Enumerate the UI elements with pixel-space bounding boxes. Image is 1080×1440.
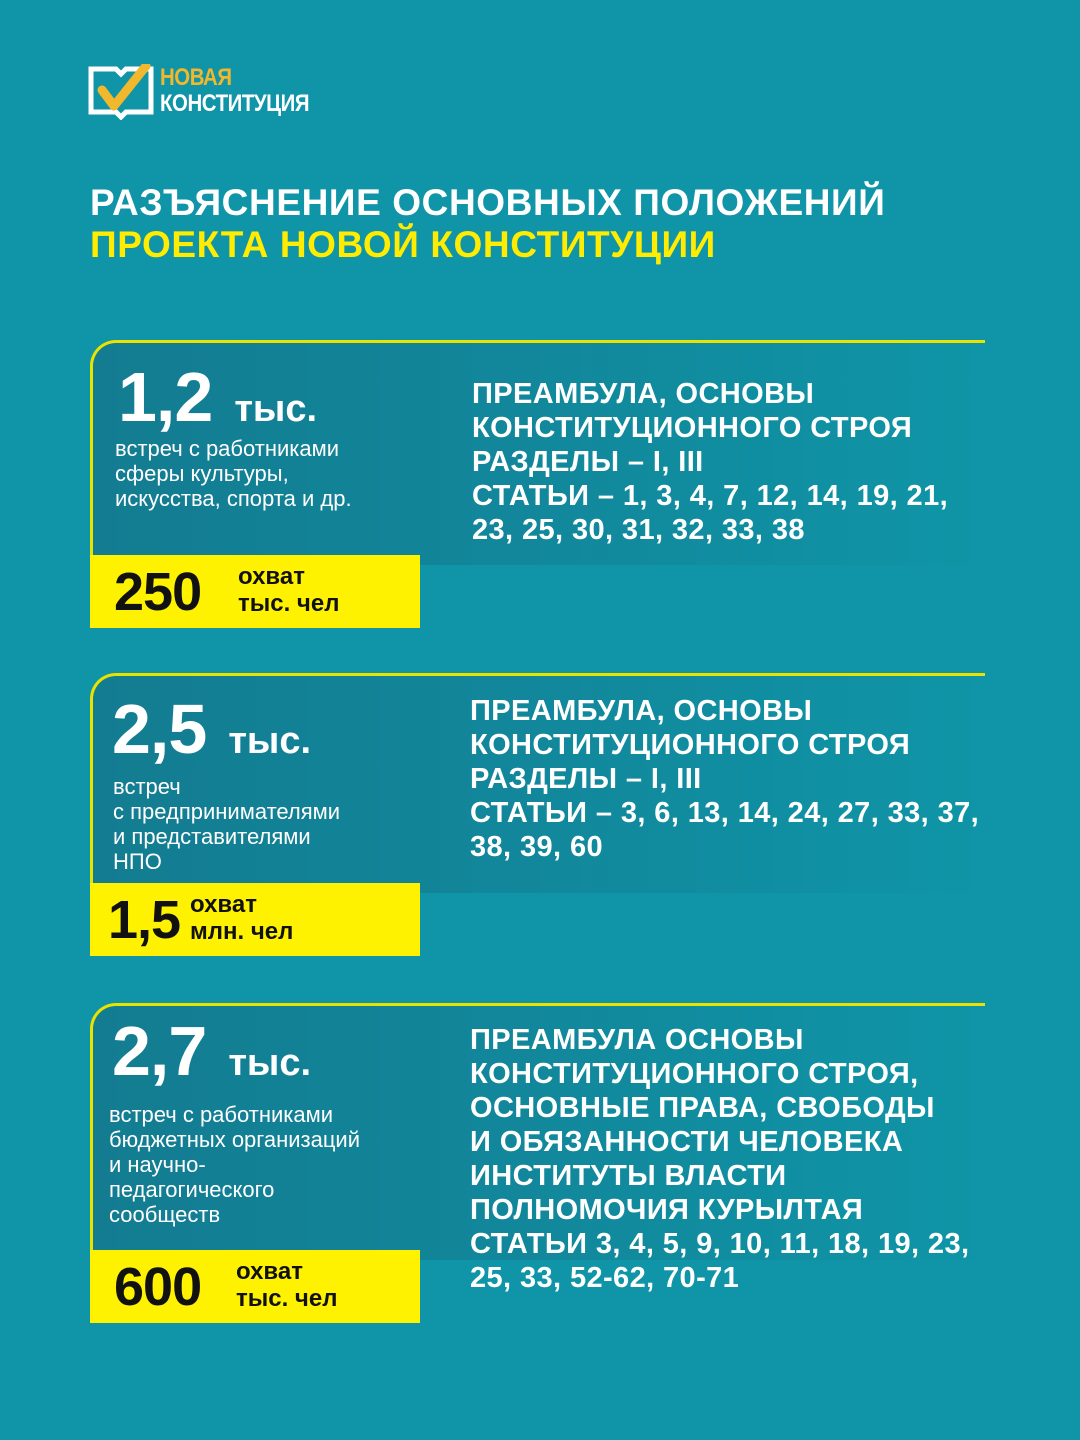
reach-badge: 250 охват тыс. чел xyxy=(90,555,420,628)
desc-line: педагогического xyxy=(109,1177,275,1202)
topic-line: СТАТЬИ – 1, 3, 4, 7, 12, 14, 19, 21, xyxy=(472,480,949,512)
reach-value: 1,5 xyxy=(108,890,181,950)
topic-line: СТАТЬИ – 3, 6, 13, 14, 24, 27, 33, 37, xyxy=(470,797,980,829)
desc-line: встреч с работниками xyxy=(115,436,340,461)
desc-line: встреч с работниками xyxy=(109,1102,334,1127)
count-unit: тыс. xyxy=(228,1042,312,1084)
desc-line: НПО xyxy=(113,849,162,874)
desc-line: искусства, спорта и др. xyxy=(115,486,352,511)
reach-label-line: тыс. чел xyxy=(238,590,340,617)
desc-line: и научно- xyxy=(109,1152,206,1177)
topic-line: ПРЕАМБУЛА ОСНОВЫ xyxy=(470,1024,804,1056)
reach-label-line: охват xyxy=(236,1258,303,1285)
desc-line: и представителями xyxy=(113,824,311,849)
meetings-count: 2,7 тыс. xyxy=(112,1016,311,1098)
meetings-description: встреч с работниками бюджетных организац… xyxy=(109,1102,360,1227)
topics-list: ПРЕАМБУЛА, ОСНОВЫ КОНСТИТУЦИОННОГО СТРОЯ… xyxy=(470,694,979,864)
desc-line: бюджетных организаций xyxy=(109,1127,361,1152)
count-unit: тыс. xyxy=(228,720,312,762)
topic-line: ИНСТИТУТЫ ВЛАСТИ xyxy=(470,1160,787,1192)
reach-label-line: охват xyxy=(238,563,305,590)
reach-label: охват тыс. чел xyxy=(238,563,339,617)
reach-label-line: охват xyxy=(190,891,257,918)
topic-line: ОСНОВНЫЕ ПРАВА, СВОБОДЫ xyxy=(470,1092,935,1124)
topics-list: ПРЕАМБУЛА, ОСНОВЫ КОНСТИТУЦИОННОГО СТРОЯ… xyxy=(472,377,948,547)
stat-card-public-sector xyxy=(90,1003,985,1260)
logo-book-check-icon xyxy=(88,64,154,120)
page-title: РАЗЪЯСНЕНИЕ ОСНОВНЫХ ПОЛОЖЕНИЙ ПРОЕКТА Н… xyxy=(90,182,885,266)
topic-line: КОНСТИТУЦИОННОГО СТРОЯ xyxy=(472,412,913,444)
stat-card-culture xyxy=(90,340,985,565)
desc-line: встреч xyxy=(113,774,181,799)
reach-label: охват млн. чел xyxy=(190,891,293,945)
topic-line: 23, 25, 30, 31, 32, 33, 38 xyxy=(472,514,805,546)
reach-value: 600 xyxy=(114,1257,202,1317)
topic-line: 25, 33, 52-62, 70-71 xyxy=(470,1262,740,1294)
topic-line: 38, 39, 60 xyxy=(470,831,603,863)
desc-line: сообществ xyxy=(109,1202,221,1227)
meetings-description: встреч с работниками сферы культуры, иск… xyxy=(115,436,352,511)
count-value: 1,2 xyxy=(118,358,213,436)
meetings-count: 2,5 тыс. xyxy=(112,694,311,776)
logo-text-line2: КОНСТИТУЦИЯ xyxy=(160,90,310,117)
topic-line: КОНСТИТУЦИОННОГО СТРОЯ xyxy=(470,729,911,761)
meetings-count: 1,2 тыс. xyxy=(118,362,317,444)
topic-line: КОНСТИТУЦИОННОГО СТРОЯ, xyxy=(470,1058,919,1090)
topic-line: РАЗДЕЛЫ – I, III xyxy=(472,446,704,478)
logo-text-line1: НОВАЯ xyxy=(160,64,232,91)
reach-badge: 600 охват тыс. чел xyxy=(90,1250,420,1323)
count-value: 2,7 xyxy=(112,1012,207,1090)
topic-line: СТАТЬИ 3, 4, 5, 9, 10, 11, 18, 19, 23, xyxy=(470,1228,970,1260)
reach-label: охват тыс. чел xyxy=(236,1258,337,1312)
stat-card-business xyxy=(90,673,985,893)
topic-line: ПРЕАМБУЛА, ОСНОВЫ xyxy=(470,695,813,727)
reach-badge: 1,5 охват млн. чел xyxy=(90,883,420,956)
reach-value: 250 xyxy=(114,562,202,622)
topic-line: РАЗДЕЛЫ – I, III xyxy=(470,763,702,795)
meetings-description: встреч с предпринимателями и представите… xyxy=(113,774,340,874)
title-line2: ПРОЕКТА НОВОЙ КОНСТИТУЦИИ xyxy=(90,224,716,265)
topic-line: И ОБЯЗАННОСТИ ЧЕЛОВЕКА xyxy=(470,1126,904,1158)
count-unit: тыс. xyxy=(234,388,318,430)
topics-list: ПРЕАМБУЛА ОСНОВЫ КОНСТИТУЦИОННОГО СТРОЯ,… xyxy=(470,1023,969,1295)
topic-line: ПРЕАМБУЛА, ОСНОВЫ xyxy=(472,378,815,410)
desc-line: с предпринимателями xyxy=(113,799,341,824)
count-value: 2,5 xyxy=(112,690,207,768)
title-line1: РАЗЪЯСНЕНИЕ ОСНОВНЫХ ПОЛОЖЕНИЙ xyxy=(90,182,886,223)
desc-line: сферы культуры, xyxy=(115,461,289,486)
reach-label-line: тыс. чел xyxy=(236,1285,338,1312)
reach-label-line: млн. чел xyxy=(190,918,294,945)
topic-line: ПОЛНОМОЧИЯ КУРЫЛТАЯ xyxy=(470,1194,864,1226)
